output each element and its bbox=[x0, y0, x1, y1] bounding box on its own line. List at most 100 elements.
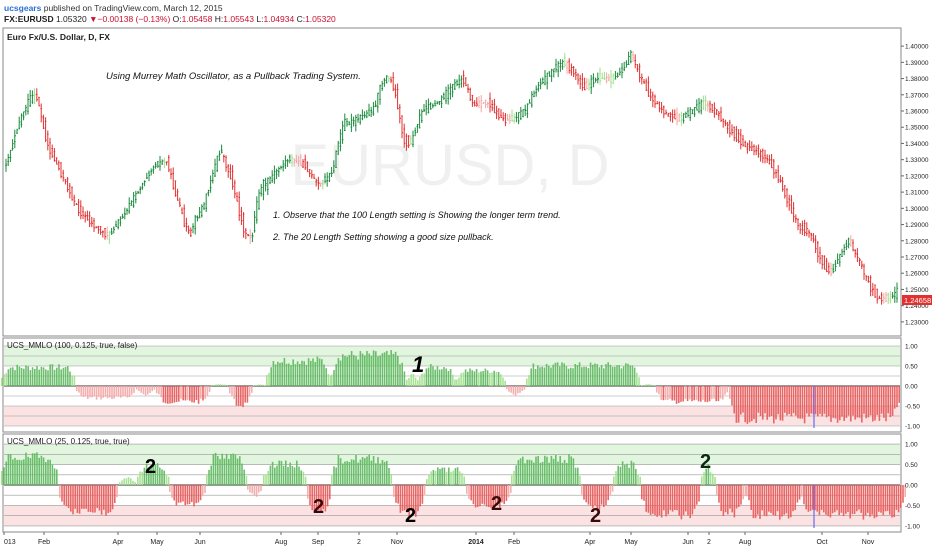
osc-bar bbox=[325, 368, 327, 386]
price-axis-label: 1.38000 bbox=[905, 76, 929, 83]
osc-bar bbox=[478, 372, 480, 386]
osc-bar bbox=[366, 456, 368, 485]
osc-bar bbox=[266, 375, 268, 386]
osc-bar bbox=[219, 459, 221, 485]
osc-bar bbox=[195, 386, 198, 400]
osc-bar bbox=[42, 457, 45, 485]
time-axis-label: 013 bbox=[4, 539, 16, 546]
osc-bar bbox=[693, 386, 695, 401]
osc-bar bbox=[111, 386, 113, 399]
price-axis[interactable]: 1.40000 1.39000 1.38000 1.37000 1.36000 1.350… bbox=[901, 44, 929, 327]
osc-bar bbox=[38, 369, 40, 386]
osc-bar bbox=[439, 468, 441, 485]
osc-bar bbox=[307, 485, 309, 499]
osc-bar bbox=[497, 372, 500, 386]
osc-bar bbox=[191, 386, 193, 403]
osc-bar bbox=[70, 485, 72, 512]
osc-bar bbox=[808, 386, 810, 417]
osc-bar bbox=[731, 485, 733, 513]
osc-bar bbox=[572, 458, 575, 485]
osc-bar bbox=[280, 460, 283, 485]
author-link[interactable]: ucsgears bbox=[4, 3, 42, 13]
osc-bar bbox=[247, 485, 249, 490]
osc-bar bbox=[895, 485, 898, 510]
osc-bar bbox=[445, 471, 448, 485]
osc-bar bbox=[117, 386, 120, 397]
osc-bar bbox=[850, 386, 852, 422]
osc-bar bbox=[761, 485, 763, 511]
osc2-marker-b: 2 bbox=[313, 496, 324, 518]
osc-bar bbox=[239, 456, 241, 485]
osc-bar bbox=[31, 453, 34, 485]
osc-bar bbox=[126, 386, 129, 398]
osc-bar bbox=[27, 456, 29, 485]
osc-bar bbox=[333, 370, 335, 386]
osc-bar bbox=[375, 463, 377, 485]
main-annotation: Using Murrey Math Oscillator, as a Pullb… bbox=[106, 71, 361, 82]
osc-bar bbox=[331, 474, 333, 485]
osc-bar bbox=[34, 369, 36, 386]
osc-bar bbox=[752, 485, 755, 519]
osc-bar bbox=[577, 467, 579, 485]
osc-bar bbox=[785, 485, 788, 514]
osc-bar bbox=[171, 485, 173, 498]
osc-bar bbox=[513, 470, 515, 485]
osc-bar bbox=[269, 465, 272, 485]
time-axis[interactable]: 013 Feb Apr May Jun Aug Sep 2 Nov 2014 Feb Apr May Ju… bbox=[3, 532, 875, 546]
osc-bar bbox=[858, 485, 860, 510]
osc-bar bbox=[462, 372, 465, 386]
osc-bar bbox=[746, 485, 748, 497]
osc-bar bbox=[121, 480, 123, 485]
osc-bar bbox=[508, 386, 510, 392]
osc-bar bbox=[303, 361, 305, 386]
osc-bar bbox=[132, 480, 134, 485]
osc-bar bbox=[887, 386, 889, 414]
osc-bar bbox=[806, 386, 808, 414]
osc-bar bbox=[89, 386, 91, 398]
osc-bar bbox=[712, 473, 714, 485]
osc-bar bbox=[691, 485, 694, 515]
osc-bar bbox=[475, 368, 478, 386]
osc-bar bbox=[109, 386, 111, 398]
osc-bar bbox=[82, 386, 85, 397]
osc-axis-label: 0.00 bbox=[905, 384, 918, 391]
osc-bar bbox=[765, 485, 768, 517]
osc-bar bbox=[891, 485, 893, 518]
osc-bar bbox=[241, 463, 243, 485]
osc-bar bbox=[401, 362, 403, 386]
osc2-axis[interactable]: 1.00 0.50 0.00 -0.50 -1.00 bbox=[905, 442, 920, 531]
osc-bar bbox=[514, 386, 517, 396]
osc1-pane-frame bbox=[2, 337, 902, 433]
osc-bar bbox=[138, 386, 140, 392]
osc-bar bbox=[510, 485, 512, 493]
osc-bar bbox=[821, 386, 823, 417]
osc-bar bbox=[669, 485, 672, 511]
osc-bar bbox=[434, 471, 437, 485]
osc-bar bbox=[733, 485, 736, 518]
osc-bar bbox=[91, 386, 93, 398]
osc-bar bbox=[779, 485, 781, 520]
osc-bar bbox=[507, 485, 510, 498]
price-axis-label: 1.40000 bbox=[905, 44, 929, 51]
osc-bar bbox=[16, 364, 18, 386]
osc-bar bbox=[445, 368, 447, 386]
osc1-axis[interactable]: 1.00 0.50 0.00 -0.50 -1.00 bbox=[905, 344, 920, 431]
osc-bar bbox=[414, 377, 417, 386]
osc-bar bbox=[665, 485, 667, 517]
osc-bar bbox=[441, 369, 443, 386]
osc-bar bbox=[63, 485, 65, 505]
osc-bar bbox=[180, 485, 182, 503]
osc-bar bbox=[858, 386, 861, 418]
osc-bar bbox=[29, 458, 32, 485]
osc-bar bbox=[322, 485, 324, 510]
osc-bar bbox=[883, 386, 885, 418]
osc-bar bbox=[274, 467, 276, 485]
osc-axis-label: 0.50 bbox=[905, 462, 918, 469]
osc-bar bbox=[717, 386, 720, 402]
osc-bar bbox=[45, 369, 47, 386]
osc-bar bbox=[438, 369, 441, 386]
osc-bar bbox=[511, 475, 513, 485]
osc-bar bbox=[615, 471, 617, 485]
osc-bar bbox=[781, 485, 783, 517]
